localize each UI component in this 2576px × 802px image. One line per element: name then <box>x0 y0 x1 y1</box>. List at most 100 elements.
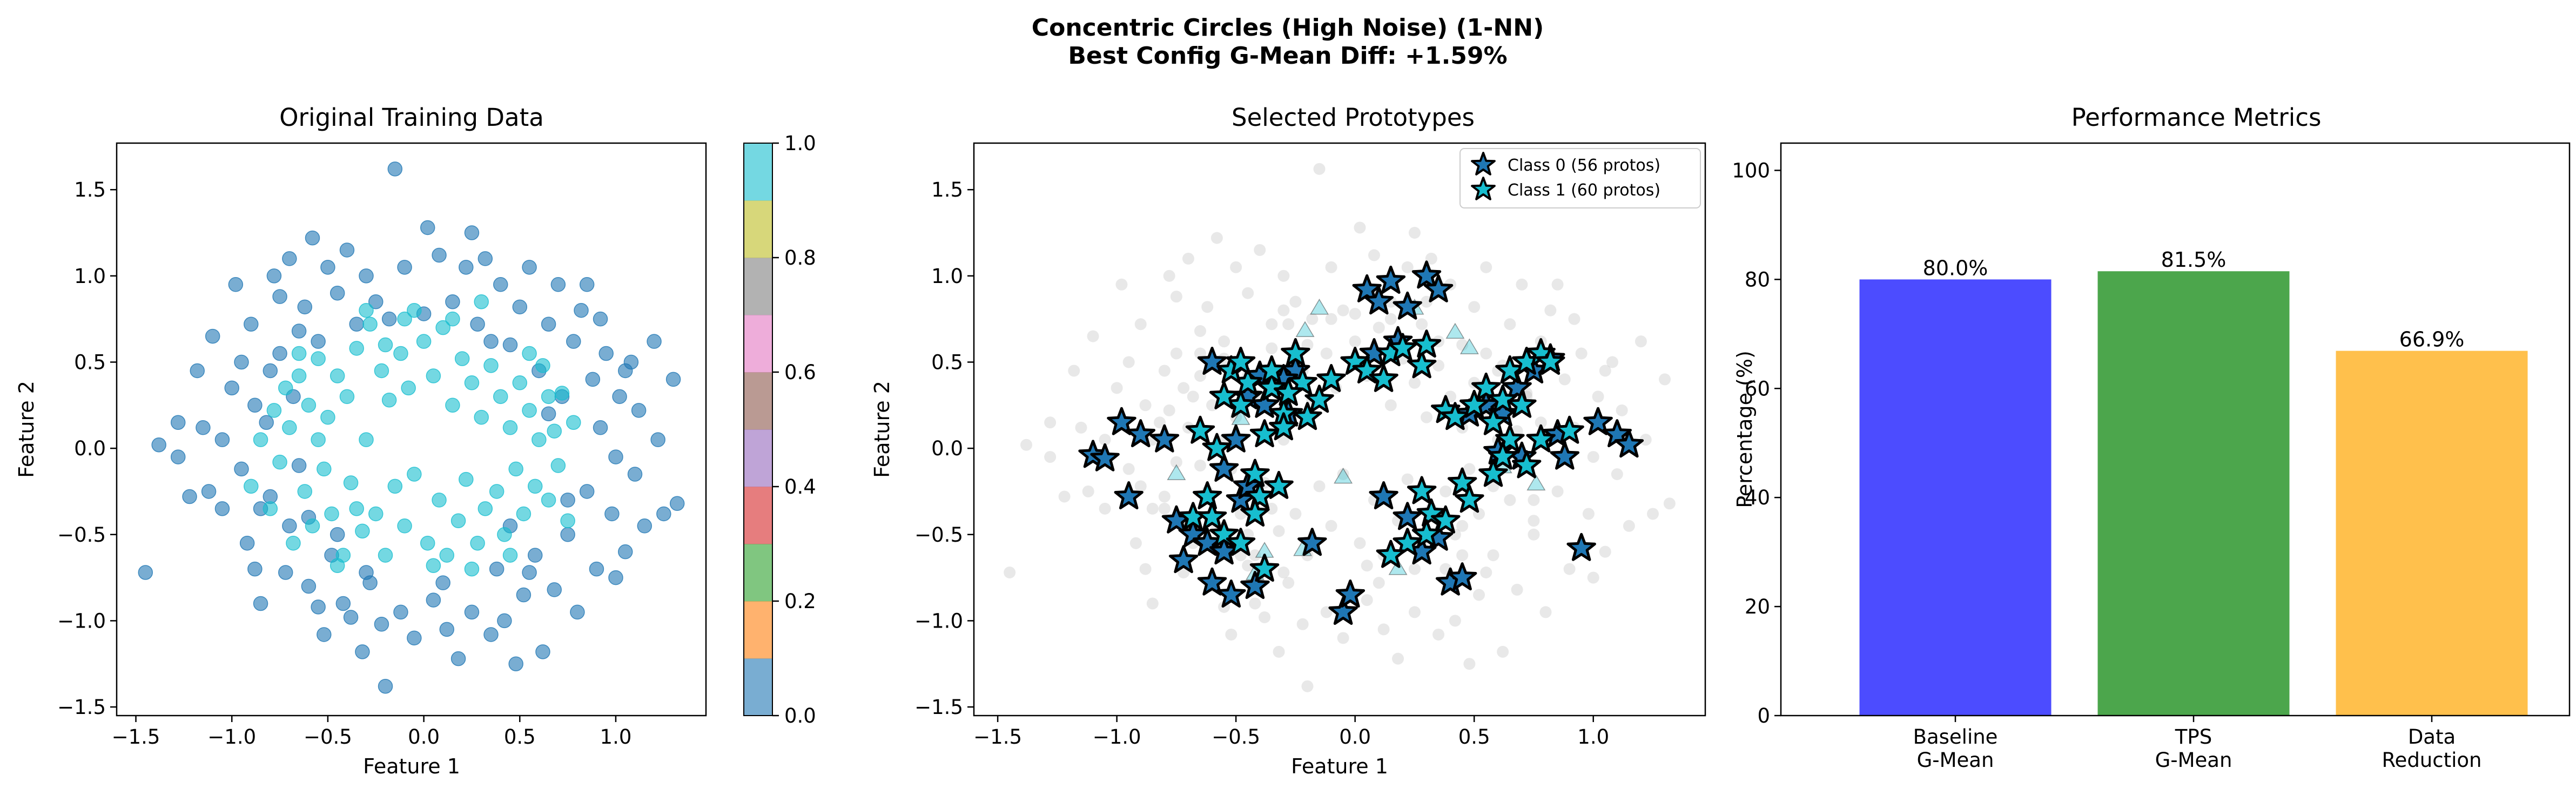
selected-prototypes-panel: Selected Prototypes −1.5 −1.0 −0.5 0.0 0.5 1.… <box>870 103 1706 778</box>
colorbar-segment <box>744 372 772 430</box>
class0-point <box>647 334 662 349</box>
y-tick-label: 0.0 <box>931 437 963 460</box>
class1-point <box>560 513 575 528</box>
background-point <box>1134 318 1147 331</box>
class1-prototype <box>1185 415 1215 444</box>
class1-point <box>329 558 345 573</box>
class1-point <box>286 535 301 551</box>
background-point <box>1592 390 1604 403</box>
class0-point <box>464 604 480 620</box>
class1-point <box>522 346 537 361</box>
class0-point <box>483 627 499 642</box>
class0-point <box>477 251 493 266</box>
class0-point <box>170 415 186 430</box>
background-point <box>1516 278 1528 291</box>
class1-point <box>502 420 518 435</box>
background-point <box>1349 335 1361 348</box>
class0-point <box>301 578 317 594</box>
class1-point <box>512 375 528 390</box>
background-point <box>1306 313 1319 325</box>
class1-point <box>374 363 389 379</box>
class1-point <box>445 311 460 327</box>
class1-prototype <box>1440 402 1470 430</box>
class0-point <box>470 316 485 332</box>
background-point <box>1384 399 1397 412</box>
class0-point <box>297 299 313 315</box>
background-point <box>1115 278 1128 291</box>
class0-point <box>631 403 647 418</box>
background-point <box>1134 480 1147 493</box>
background-point <box>1158 490 1171 503</box>
class0-point <box>247 561 263 577</box>
background-point <box>1273 645 1285 658</box>
colorbar-segment <box>744 601 772 659</box>
background-point <box>1528 515 1540 527</box>
background-point <box>1504 318 1516 331</box>
background-point <box>1242 560 1254 572</box>
background-point <box>1277 269 1290 282</box>
panel2-ylabel: Feature 2 <box>870 381 894 478</box>
bar-value-label: 81.5% <box>2161 248 2227 272</box>
class1-point <box>450 513 466 528</box>
class0-point <box>445 294 460 309</box>
y-tick-label: −1.5 <box>914 696 963 719</box>
class0-point <box>493 277 508 292</box>
background-point <box>1099 502 1111 515</box>
class1-prototype <box>1316 363 1346 392</box>
background-point <box>1337 468 1349 481</box>
background-point <box>1420 411 1432 423</box>
background-point <box>1129 537 1142 549</box>
class0-point <box>450 651 466 666</box>
class1-point <box>459 471 474 487</box>
class0-point <box>381 311 397 327</box>
class0-point <box>259 415 274 430</box>
class1-point <box>416 334 432 349</box>
background-point <box>1361 594 1373 606</box>
class0-point <box>593 420 608 435</box>
bar-value-label: 80.0% <box>1923 256 1988 280</box>
class1-point <box>297 484 313 499</box>
background-point <box>1528 528 1540 541</box>
background-point <box>1568 313 1580 325</box>
x-tick-label: 0.0 <box>408 725 440 749</box>
background-point <box>1044 416 1057 429</box>
class0-point <box>432 247 447 263</box>
background-point <box>1313 163 1326 175</box>
class0-prototype <box>1328 596 1358 625</box>
class1-prototype <box>1202 433 1232 461</box>
colorbar-segment <box>744 544 772 602</box>
class0-point <box>459 260 474 275</box>
bar-tps-g-mean <box>2097 271 2290 716</box>
class1-point <box>278 380 293 396</box>
background-point <box>1259 611 1271 624</box>
x-tick-label: Reduction <box>2382 749 2482 772</box>
panel2-title: Selected Prototypes <box>1232 103 1475 132</box>
class1-point <box>355 523 370 539</box>
background-point <box>1416 318 1428 331</box>
class1-prototype <box>1407 350 1437 379</box>
class0-prototype <box>1197 347 1227 375</box>
class0-point <box>426 592 441 608</box>
class0-prototype <box>1566 533 1596 561</box>
class1-point <box>397 518 412 534</box>
class0-point <box>272 346 287 361</box>
panel1-title: Original Training Data <box>279 103 544 132</box>
class1-point <box>477 501 493 516</box>
class1-prototype <box>1369 363 1398 392</box>
background-point <box>1468 301 1481 313</box>
background-point <box>1044 451 1057 463</box>
class0-point <box>579 484 595 499</box>
class1-point <box>349 501 364 516</box>
class1-point <box>532 432 547 447</box>
y-tick-label: 1.0 <box>931 265 963 288</box>
y-tick-label: 40 <box>1745 486 1770 509</box>
class0-point <box>541 406 556 422</box>
colorbar-segment <box>744 200 772 258</box>
background-point <box>1575 347 1588 360</box>
class1-point <box>483 358 499 373</box>
class1-point <box>378 548 393 563</box>
colorbar-tick-label: 1.0 <box>784 132 816 155</box>
class0-prototype <box>1423 274 1454 302</box>
class0-point <box>234 354 249 370</box>
y-tick-label: −1.5 <box>57 696 106 719</box>
